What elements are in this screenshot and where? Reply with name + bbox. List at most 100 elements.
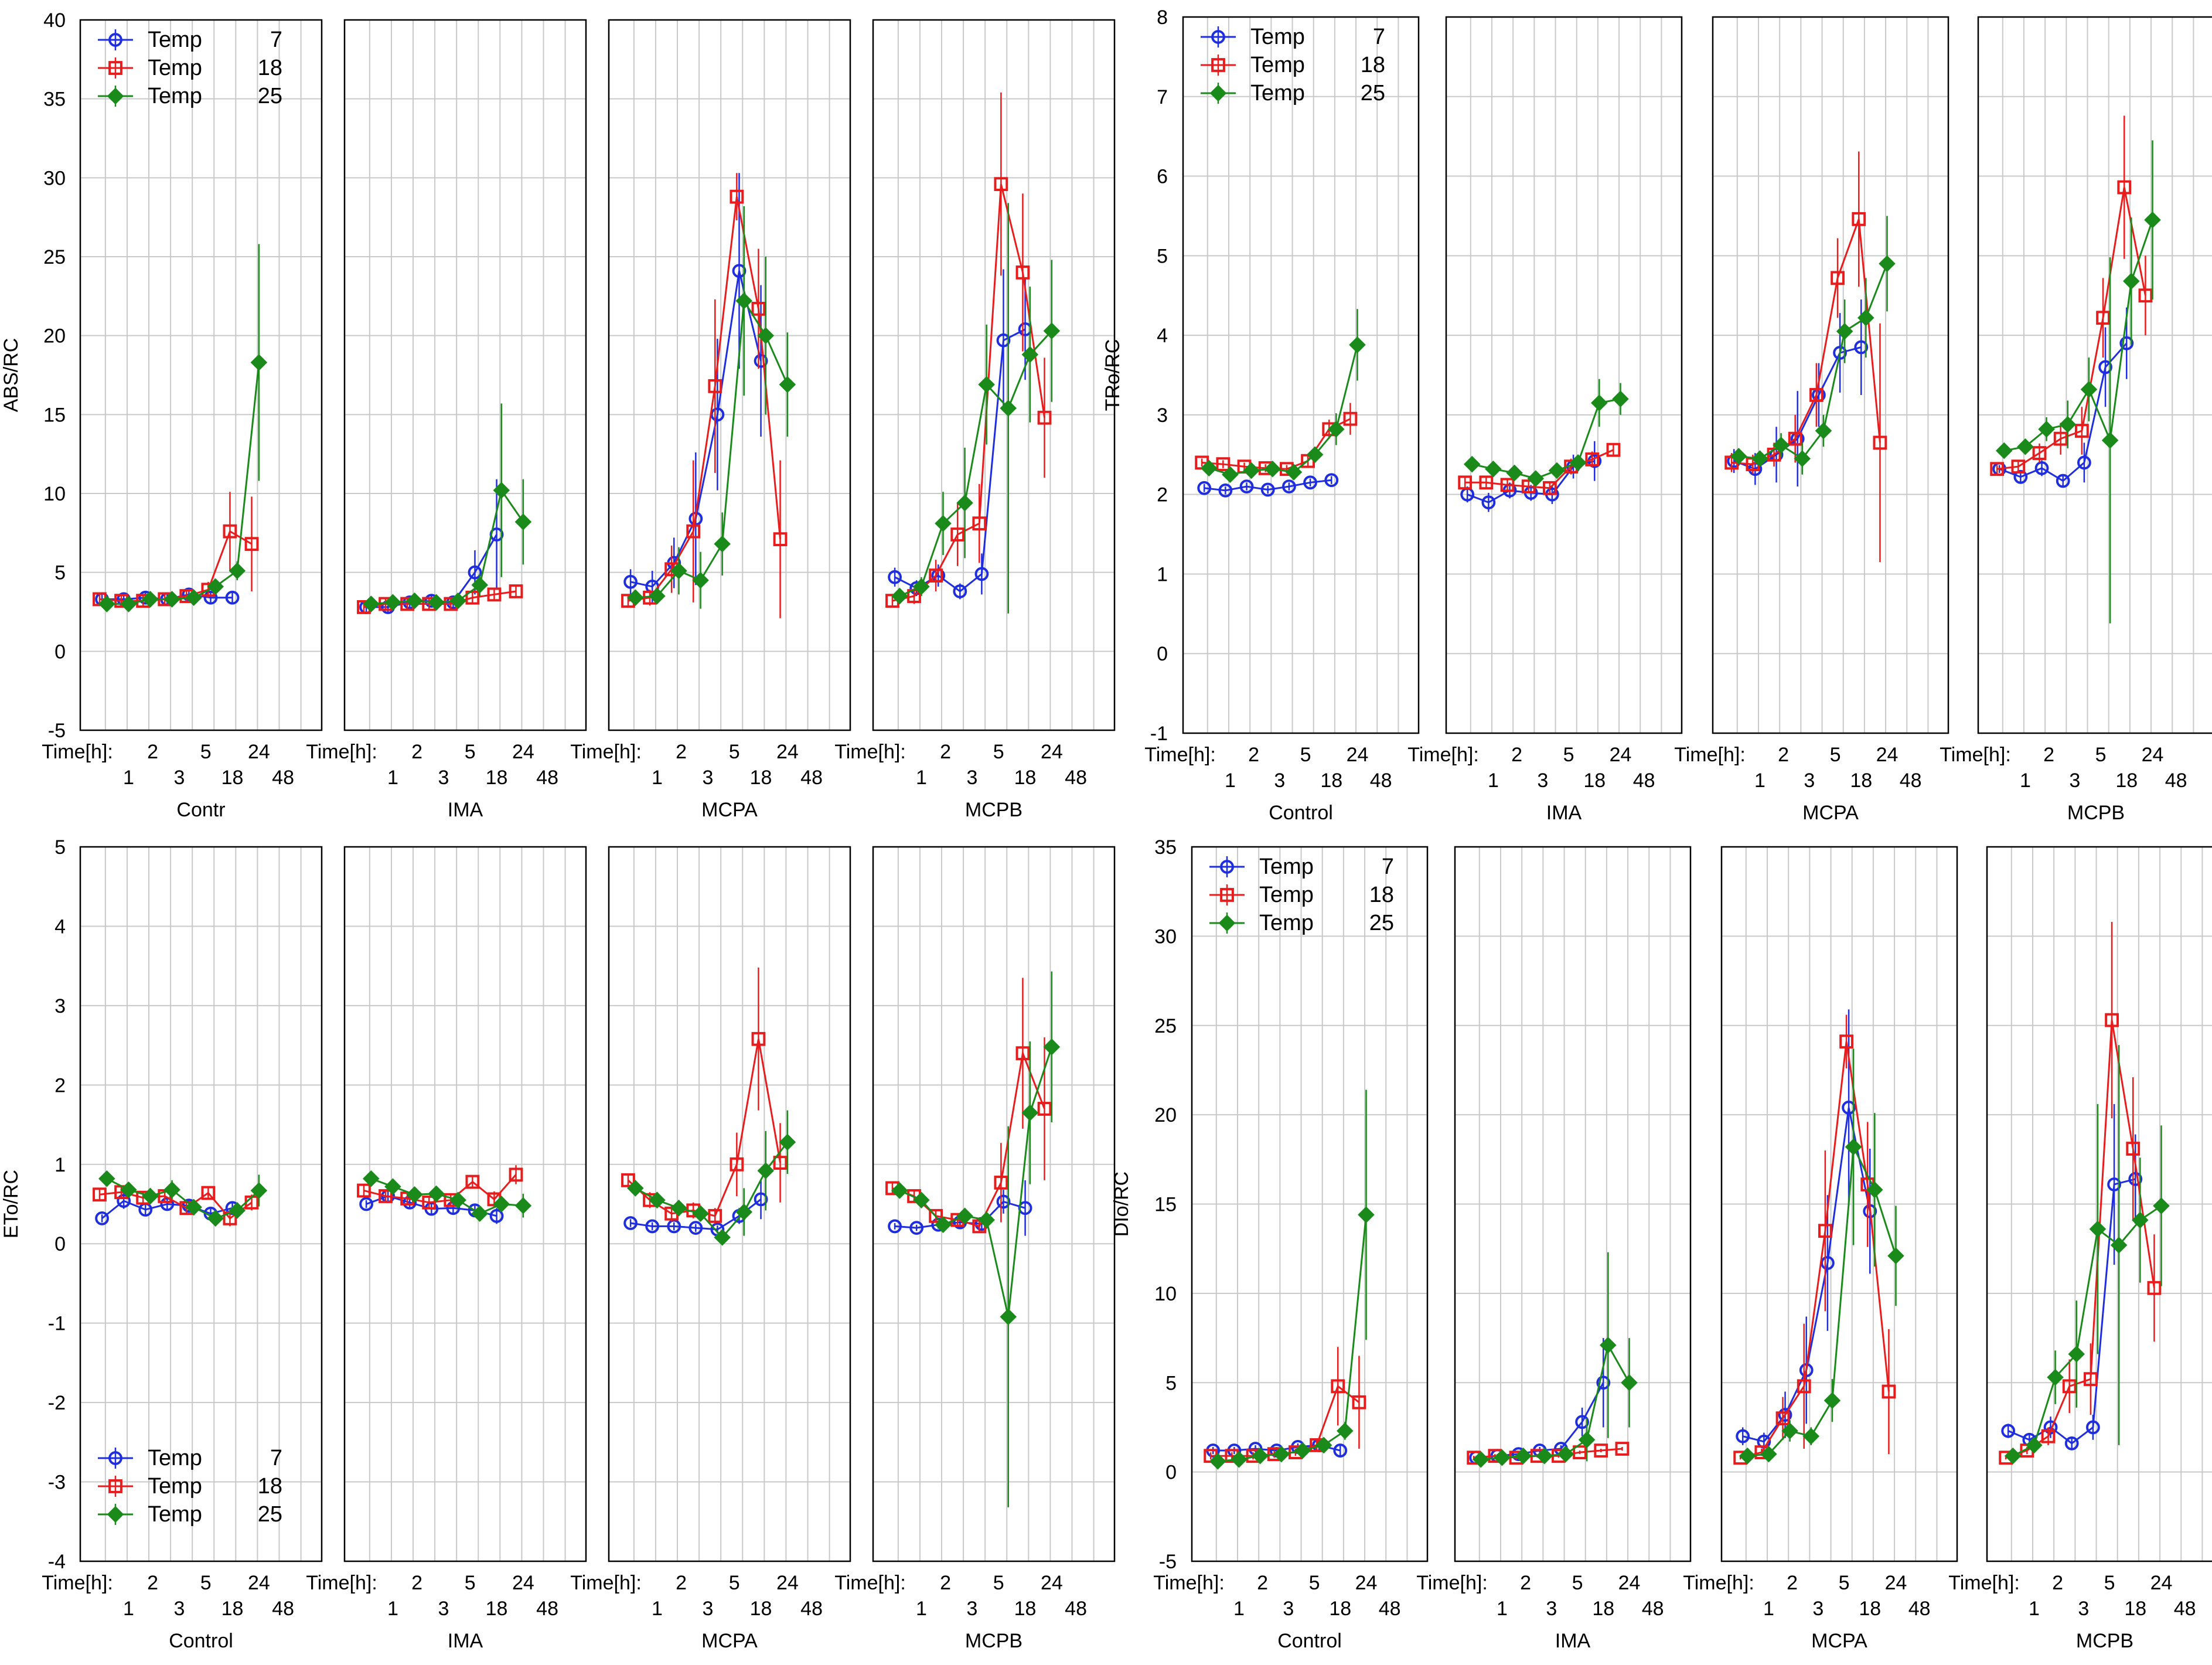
- data-point: [1730, 448, 1747, 465]
- x-tick-label: 18: [2124, 1598, 2146, 1620]
- data-point: [649, 1191, 666, 1209]
- data-point: [1000, 1308, 1017, 1326]
- x-tick-label: 3: [1283, 1598, 1294, 1620]
- data-point: [1542, 481, 1557, 495]
- x-tick-label: 24: [248, 741, 270, 763]
- legend-value: 7: [270, 28, 282, 52]
- legend-marker: [1220, 860, 1234, 874]
- data-point: [1781, 1422, 1798, 1439]
- data-point: [1521, 479, 1536, 493]
- legend-label: Temp: [148, 84, 202, 108]
- panel-label: MCPB: [2076, 1630, 2133, 1652]
- series-line: [99, 530, 253, 602]
- series-temp-18: [1195, 403, 1358, 476]
- data-point: [357, 1183, 371, 1198]
- data-point: [686, 524, 701, 539]
- panel-label: Control: [1277, 1630, 1342, 1652]
- x-tick-label: 18: [1850, 769, 1872, 792]
- data-point: [978, 1211, 995, 1228]
- x-tick-label: 3: [1546, 1598, 1557, 1620]
- data-point: [120, 1181, 137, 1198]
- x-tick-label: 2: [1520, 1572, 1531, 1594]
- data-point: [670, 1199, 687, 1217]
- data-point: [1536, 1447, 1553, 1465]
- series-temp-25: [1730, 216, 1896, 475]
- y-tick-label: 4: [54, 915, 66, 938]
- panel-frame: [872, 19, 1116, 731]
- legend-label: Temp: [1250, 81, 1305, 105]
- legend-value: 18: [258, 56, 282, 80]
- legend: Temp 7 Temp 18 Temp 25: [98, 28, 282, 108]
- x-tick-label: 5: [729, 741, 740, 763]
- x-tick-label: 2: [940, 741, 951, 763]
- y-tick-label: -3: [48, 1472, 66, 1494]
- x-tick-label: 5: [465, 1572, 476, 1594]
- data-point: [735, 292, 753, 309]
- data-point: [627, 589, 644, 607]
- y-tick-label: 7: [1157, 86, 1168, 108]
- series-line: [1996, 187, 2146, 470]
- series-temp-25: [1463, 379, 1629, 487]
- data-point: [730, 1157, 744, 1172]
- y-tick-label: -1: [1150, 723, 1168, 745]
- legend-value: 7: [1382, 854, 1394, 879]
- y-tick-label: -5: [1159, 1551, 1177, 1573]
- data-point: [1231, 1451, 1248, 1468]
- data-point: [627, 1180, 644, 1197]
- x-tick-label: 18: [1329, 1598, 1351, 1620]
- data-point: [1569, 454, 1587, 471]
- data-point: [1578, 1431, 1596, 1449]
- data-point: [909, 1221, 924, 1235]
- y-tick-label: 35: [1154, 836, 1177, 859]
- data-point: [2089, 1220, 2107, 1238]
- data-point: [207, 578, 224, 595]
- panel-mcpb: Time[h]: 2 5 24 1 3 18 48 MCPB: [1948, 846, 2212, 1652]
- data-point: [465, 590, 480, 605]
- data-point: [773, 532, 788, 547]
- panel-label: IMA: [448, 1630, 483, 1652]
- panel-ima: Time[h]: 2 5 24 1 3 18 48 IMA: [1416, 846, 1692, 1652]
- data-point: [449, 592, 466, 610]
- data-point: [2147, 1281, 2162, 1295]
- x-tick-label: 2: [411, 741, 422, 763]
- data-point: [996, 1194, 1011, 1209]
- data-point: [1260, 482, 1275, 497]
- panel-mcpa: Time[h]: 2 5 24 1 3 18 48 MCPA: [1674, 16, 1949, 824]
- panel-frame: [1454, 846, 1692, 1562]
- data-point: [493, 1196, 510, 1213]
- data-point: [1021, 346, 1039, 363]
- panel-mcpb: Time[h]: 2 5 24 1 3 18 48 MCPB: [834, 19, 1116, 821]
- data-point: [1990, 462, 2005, 476]
- x-tick-label: 3: [1274, 769, 1285, 792]
- x-tick-label: 2: [940, 1572, 951, 1594]
- data-point: [1879, 255, 1896, 273]
- panel-frame: [79, 846, 323, 1562]
- data-point: [2077, 455, 2091, 470]
- x-tick-label: 24: [776, 741, 799, 763]
- data-point: [1778, 1408, 1792, 1422]
- x-tick-label: 24: [1347, 744, 1369, 766]
- data-point: [994, 1176, 1008, 1190]
- data-point: [1037, 1102, 1052, 1116]
- x-tick-label: 3: [1804, 769, 1815, 792]
- data-point: [692, 1205, 709, 1223]
- data-point: [2132, 1211, 2149, 1229]
- data-point: [2117, 180, 2132, 195]
- series-temp-25: [1472, 1252, 1638, 1468]
- panel-label: MCPA: [701, 1630, 758, 1652]
- data-point: [956, 1207, 973, 1225]
- panel-label: MCPB: [2067, 802, 2125, 824]
- data-point: [1557, 1445, 1574, 1463]
- x-tick-label: 48: [800, 767, 823, 789]
- series-temp-25: [363, 403, 532, 612]
- data-point: [1481, 495, 1496, 510]
- data-point: [2059, 416, 2077, 433]
- x-tick-label: 1: [1763, 1598, 1774, 1620]
- panel-frame: [872, 846, 1116, 1562]
- x-tick-label: 1: [1233, 1598, 1245, 1620]
